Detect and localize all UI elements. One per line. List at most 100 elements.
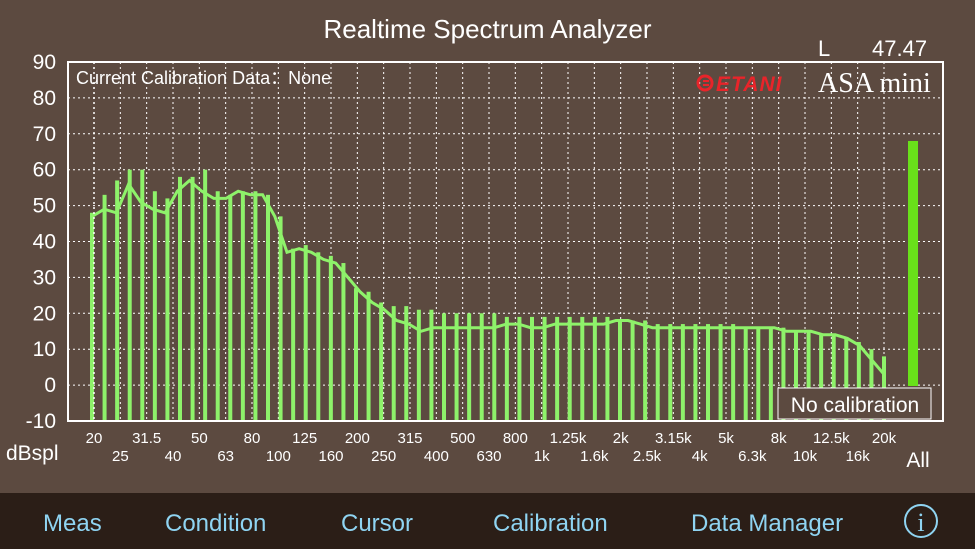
spectrum-bar (706, 324, 710, 421)
spectrum-bar (768, 327, 773, 421)
spectrum-bar (366, 291, 371, 421)
y-tick-label: 70 (33, 123, 56, 146)
x-tick-label: 16k (846, 448, 871, 465)
cursor-button[interactable]: Cursor (341, 510, 414, 537)
spectrum-bar (831, 334, 836, 421)
spectrum-bar (806, 331, 811, 421)
x-tick-label: 800 (503, 430, 528, 447)
spectrum-bar (152, 191, 157, 421)
all-bar (908, 140, 918, 386)
no-calibration-box (777, 387, 932, 420)
spectrum-bar (291, 248, 296, 421)
spectrum-bar (266, 194, 270, 421)
spectrum-bar (354, 288, 358, 421)
x-tick-label: 1.25k (550, 430, 587, 447)
info-icon[interactable]: i (904, 504, 938, 538)
y-tick-label: 20 (33, 302, 56, 325)
x-tick-label: 20 (86, 430, 103, 447)
y-tick-label: 30 (33, 266, 56, 289)
spectrum-bar (718, 324, 723, 421)
spectrum-bar (680, 324, 685, 421)
x-tick-label: 160 (318, 448, 343, 465)
spectrum-bar (467, 313, 472, 421)
spectrum-bar (479, 313, 484, 421)
spectrum-bar (592, 316, 597, 421)
x-tick-label: 80 (244, 430, 261, 447)
spectrum-bar (668, 324, 673, 421)
condition-button[interactable]: Condition (165, 510, 267, 537)
spectrum-bar (303, 245, 308, 421)
x-tick-label: 40 (165, 448, 182, 465)
data-manager-button[interactable]: Data Manager (691, 510, 844, 537)
y-tick-label: 50 (33, 195, 56, 218)
spectrum-bar (228, 194, 233, 421)
meas-button[interactable]: Meas (43, 510, 102, 537)
spectrum-bar (555, 316, 560, 421)
plot-frame (67, 61, 944, 422)
x-tick-label: 100 (266, 448, 291, 465)
x-tick-label: 12.5k (813, 430, 850, 447)
y-tick-label: 90 (33, 51, 56, 74)
x-tick-label: 1.6k (580, 448, 609, 465)
x-tick-label: 50 (191, 430, 208, 447)
x-tick-label: 8k (771, 430, 787, 447)
spectrum-bar (655, 324, 660, 421)
grid-lines (68, 62, 943, 421)
x-tick-label: 400 (424, 448, 449, 465)
spectrum-bar (165, 198, 170, 421)
channel-label: L (818, 36, 831, 61)
spectrum-bar (416, 309, 421, 421)
x-tick-label: 315 (397, 430, 422, 447)
spectrum-bar (140, 169, 145, 421)
bottom-toolbar (0, 493, 975, 549)
spectrum-bar (429, 309, 434, 421)
calibration-button[interactable]: Calibration (493, 510, 608, 537)
x-tick-label: 10k (793, 448, 818, 465)
y-tick-label: 0 (44, 374, 56, 397)
x-tick-label: 125 (292, 430, 317, 447)
spectrum-bar (391, 306, 396, 421)
spectrum-bar (492, 313, 497, 421)
spectrum-bars (90, 169, 886, 421)
etani-logo-text: ETANI (716, 73, 783, 96)
spectrum-bar (328, 255, 333, 421)
spectrum-chart[interactable]: 9080706050403020100-10202531.54050638010… (0, 0, 975, 493)
spectrum-bar (178, 176, 182, 421)
y-tick-label: 60 (33, 159, 56, 182)
level-readout: 47.47 (872, 36, 928, 61)
x-tick-label: 250 (371, 448, 396, 465)
spectrum-bar (215, 191, 220, 421)
x-tick-label: 4k (692, 448, 708, 465)
spectrum-bar (203, 169, 208, 421)
spectrum-bar (693, 324, 698, 421)
spectrum-bar (630, 320, 635, 421)
x-tick-label: 500 (450, 430, 475, 447)
x-tick-label: 1k (534, 448, 550, 465)
spectrum-bar (794, 331, 798, 421)
spectrum-bar (869, 349, 874, 421)
spectrum-bar (504, 316, 509, 421)
etani-logo: ETANI (696, 73, 783, 96)
x-tick-label: 20k (872, 430, 897, 447)
page-title: Realtime Spectrum Analyzer (323, 14, 652, 44)
spectrum-bar (442, 313, 446, 421)
spectrum-bar (781, 327, 786, 421)
spectrum-bar (102, 194, 107, 421)
spectrum-bar (567, 316, 572, 421)
spectrum-bar (115, 180, 120, 421)
all-label: All (906, 449, 929, 472)
spectrum-bar (127, 169, 132, 421)
etani-logo-icon (696, 74, 714, 92)
spectrum-bar (454, 313, 459, 421)
no-calibration-label: No calibration (791, 394, 919, 417)
x-tick-label: 63 (217, 448, 234, 465)
spectrum-bar (404, 306, 409, 421)
spectrum-bar (316, 252, 321, 421)
x-tick-label: 5k (718, 430, 734, 447)
spectrum-bar (731, 324, 736, 421)
x-tick-label: 3.15k (655, 430, 692, 447)
spectrum-bar (819, 334, 824, 421)
x-tick-label: 2.5k (633, 448, 662, 465)
spectrum-line (91, 178, 886, 376)
y-tick-label: -10 (26, 410, 56, 433)
